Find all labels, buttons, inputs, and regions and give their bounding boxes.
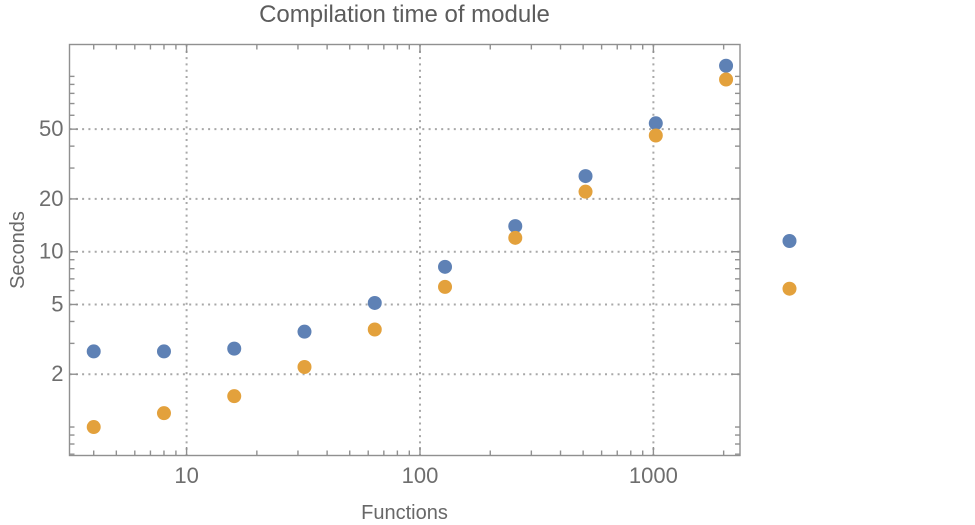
data-point-series-1-blue-x4 bbox=[86, 344, 101, 359]
x-axis-label: Functions bbox=[361, 502, 448, 524]
chart-title: Compilation time of module bbox=[259, 1, 550, 28]
data-point-series-2-orange-x8 bbox=[156, 406, 171, 421]
x-tick-label-1000: 1000 bbox=[629, 463, 678, 488]
data-point-series-2-orange-x256 bbox=[508, 230, 523, 245]
data-point-series-1-blue-x512 bbox=[578, 169, 593, 184]
y-tick-label-50: 50 bbox=[39, 116, 63, 141]
y-tick-label-2: 2 bbox=[51, 361, 63, 386]
y-tick-label-10: 10 bbox=[39, 239, 63, 264]
data-point-series-1-blue-x256 bbox=[508, 219, 523, 234]
data-point-series-2-orange-x4 bbox=[86, 420, 101, 435]
data-point-series-2-orange-x16 bbox=[227, 389, 242, 404]
legend-marker-series-1 bbox=[782, 234, 797, 248]
data-point-series-2-orange-x128 bbox=[438, 279, 453, 294]
data-point-series-1-blue-x8 bbox=[156, 344, 171, 359]
data-point-series-2-orange-x1024 bbox=[648, 128, 663, 143]
data-point-series-2-orange-x64 bbox=[367, 322, 382, 337]
data-point-series-1-blue-x2048 bbox=[719, 58, 734, 73]
data-point-series-2-orange-x2048 bbox=[719, 72, 734, 87]
x-tick-label-10: 10 bbox=[174, 463, 198, 488]
legend-marker-series-2 bbox=[782, 281, 797, 296]
data-point-series-1-blue-x128 bbox=[438, 259, 453, 274]
data-point-series-1-blue-x16 bbox=[227, 341, 242, 356]
x-tick-label-100: 100 bbox=[402, 463, 439, 488]
data-point-series-2-orange-x32 bbox=[297, 359, 312, 374]
data-point-series-1-blue-x1024 bbox=[648, 116, 663, 131]
data-point-series-1-blue-x64 bbox=[367, 295, 382, 310]
y-tick-label-5: 5 bbox=[51, 291, 63, 316]
data-point-series-1-blue-x32 bbox=[297, 324, 312, 339]
plot-frame bbox=[68, 43, 741, 457]
y-tick-label-20: 20 bbox=[39, 186, 63, 211]
data-point-series-2-orange-x512 bbox=[578, 184, 593, 199]
